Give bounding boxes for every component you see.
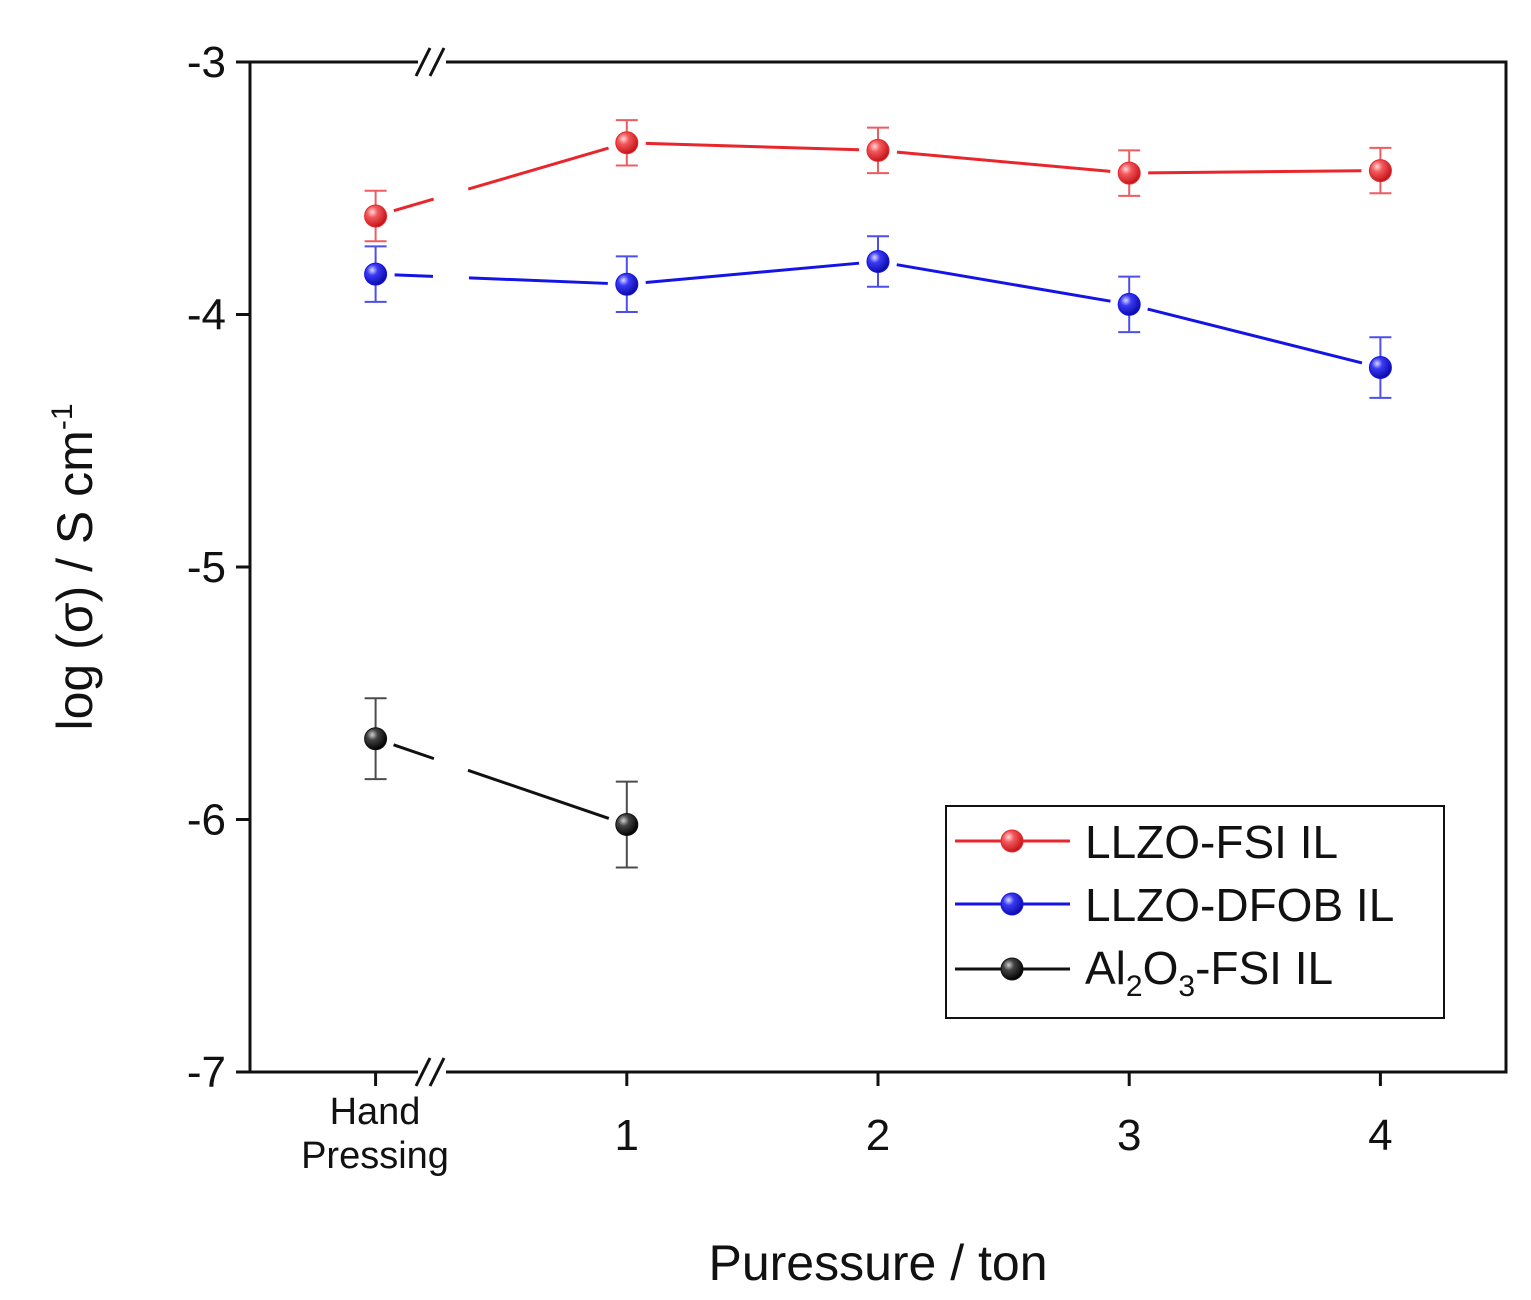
series-layer — [364, 119, 1392, 869]
series-line-segment — [896, 150, 1111, 173]
legend-symbol-llzo-dfob — [955, 892, 1070, 916]
series-line-segment — [467, 768, 610, 820]
y-axis-title: log (σ) / S cm-1 — [46, 403, 103, 730]
series-line-segment — [468, 276, 608, 285]
y-axis: -3 -4 -5 -6 -7 — [187, 38, 250, 1097]
x-tick-label: 3 — [1117, 1111, 1141, 1160]
y-tick-label: -6 — [187, 796, 226, 845]
series-line-segment — [896, 263, 1111, 303]
data-point — [866, 138, 890, 162]
x-axis-title: Puressure / ton — [708, 1235, 1047, 1291]
y-tick-label: -4 — [187, 291, 226, 340]
series-line-segment — [394, 273, 434, 278]
legend-symbol-al2o3-fsi — [955, 957, 1070, 981]
data-point — [364, 204, 388, 228]
legend-o: O — [1143, 942, 1179, 994]
data-point — [1117, 161, 1141, 185]
data-point — [364, 727, 388, 751]
axis-break-top — [414, 47, 446, 77]
series-al2o3-fsi — [364, 697, 639, 869]
series-line-segment — [393, 197, 435, 213]
axis-break-bottom — [414, 1057, 446, 1087]
series-line-segment — [467, 146, 609, 191]
data-point — [364, 262, 388, 286]
series-line-segment — [1148, 169, 1362, 175]
series-line-segment — [645, 261, 860, 284]
series-line-segment — [1147, 307, 1363, 365]
y-tick-label: -5 — [187, 543, 226, 592]
data-point — [866, 249, 890, 273]
legend-sub-2: 2 — [1126, 970, 1143, 1003]
x-tick-label-hand-pressing-line2: Pressing — [301, 1135, 449, 1177]
legend-al: Al — [1085, 942, 1126, 994]
x-tick-label-hand-pressing-line1: Hand — [330, 1091, 421, 1133]
legend-label-llzo-fsi: LLZO-FSI IL — [1085, 816, 1338, 868]
data-point — [1368, 356, 1392, 380]
data-point — [1368, 159, 1392, 183]
x-axis: 1 2 3 4 — [374, 1072, 1393, 1160]
data-point — [615, 813, 639, 837]
legend: LLZO-FSI IL LLZO-DFOB IL Al2O3-FSI IL — [945, 805, 1445, 1019]
x-tick-label: 1 — [615, 1111, 639, 1160]
series-line-segment — [645, 141, 860, 152]
data-point — [1117, 292, 1141, 316]
legend-label-al2o3-fsi: Al2O3-FSI IL — [1085, 942, 1333, 1003]
y-axis-title-main: log (σ) / S cm — [47, 430, 103, 730]
y-axis-title-sup: -1 — [46, 403, 79, 430]
legend-sub-3: 3 — [1178, 970, 1195, 1003]
data-point — [615, 272, 639, 296]
x-tick-label: 2 — [866, 1111, 890, 1160]
x-tick-label: 4 — [1368, 1111, 1392, 1160]
legend-label-llzo-dfob: LLZO-DFOB IL — [1085, 879, 1394, 931]
legend-suffix: -FSI IL — [1195, 942, 1333, 994]
series-line-segment — [393, 743, 435, 761]
series-llzo-dfob — [364, 235, 1392, 399]
legend-symbol-llzo-fsi — [955, 829, 1070, 853]
data-point — [615, 131, 639, 155]
series-llzo-fsi — [364, 119, 1392, 243]
y-tick-label: -3 — [187, 38, 226, 87]
y-tick-label: -7 — [187, 1048, 226, 1097]
